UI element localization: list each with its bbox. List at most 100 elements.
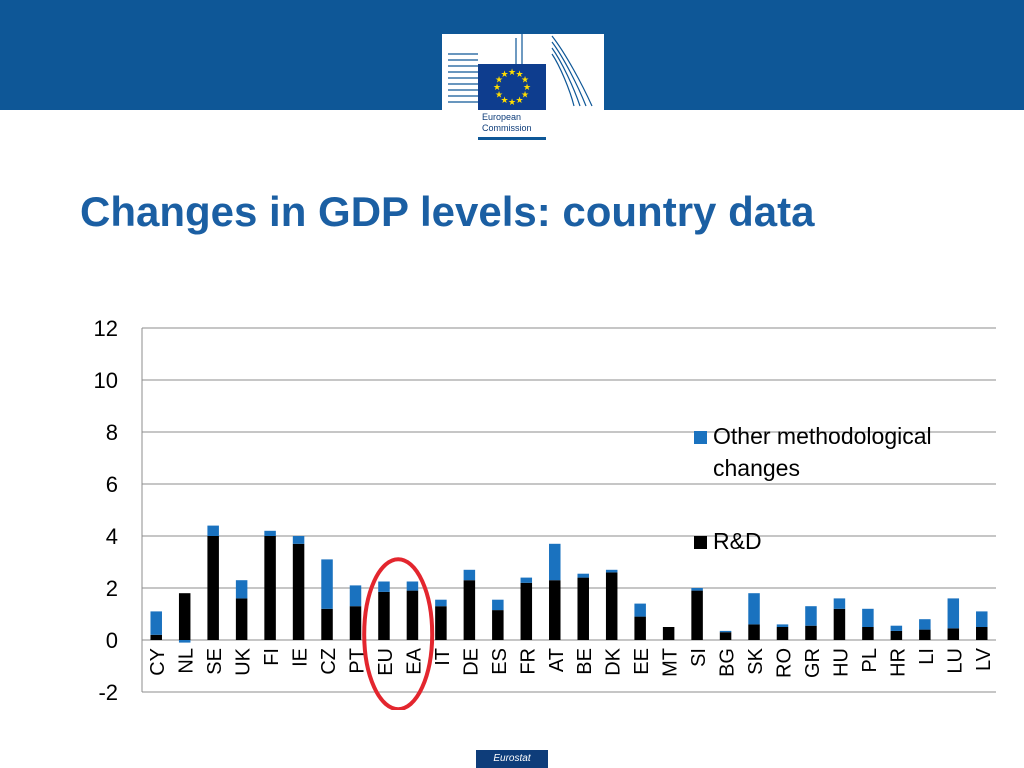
bar-other-lu: [947, 598, 960, 629]
bar-rd-it: [435, 606, 447, 640]
y-tick-label: 6: [106, 472, 118, 497]
eu-star-icon: ★: [493, 82, 501, 92]
bar-other-bg: [719, 630, 732, 633]
bar-rd-uk: [235, 598, 248, 640]
eu-star-icon: ★: [515, 69, 523, 79]
bar-other-it: [435, 599, 447, 607]
x-tick-label-gr: GR: [802, 648, 824, 678]
y-tick-label: 2: [106, 576, 118, 601]
bar-rd-cz: [321, 608, 333, 640]
bar-other-pl: [862, 608, 874, 627]
bar-other-dk: [605, 569, 618, 573]
bar-other-be: [577, 573, 589, 578]
bar-rd-ea: [406, 590, 419, 640]
bar-other-hu: [833, 598, 846, 609]
x-tick-label-bg: BG: [717, 648, 739, 677]
y-tick-label: -2: [98, 680, 118, 705]
y-tick-label: 10: [94, 368, 118, 393]
logo-line-commission: Commission: [482, 123, 532, 133]
x-tick-label-sk: SK: [745, 647, 767, 674]
x-tick-label-lv: LV: [973, 647, 995, 671]
x-tick-label-fi: FI: [261, 648, 283, 666]
x-tick-label-fr: FR: [517, 648, 539, 675]
commission-logo: ★ ★ ★ ★ ★ ★ ★ ★ ★ ★ ★ ★: [442, 34, 604, 146]
x-tick-label-lu: LU: [944, 648, 966, 674]
x-tick-label-cz: CZ: [318, 648, 340, 675]
bar-rd-mt: [662, 627, 675, 640]
legend-label-0: changes: [713, 455, 800, 481]
eu-star-icon: ★: [500, 95, 508, 105]
bar-rd-fi: [264, 536, 276, 640]
bar-rd-be: [577, 577, 589, 640]
chart-gridlines: [142, 327, 996, 693]
bar-other-uk: [235, 580, 248, 599]
x-tick-label-ee: EE: [631, 648, 653, 675]
x-tick-label-at: AT: [546, 648, 568, 672]
bar-other-ea: [406, 581, 419, 591]
gdp-bar-chart: -2 0 2 4 6 8 10 12 CY NL SE UK FI IE CZ PT EU EA IT DE ES FR…: [94, 316, 996, 710]
bar-rd-bg: [719, 632, 732, 640]
bar-other-ee: [634, 603, 646, 617]
chart-bars: [150, 525, 988, 643]
eu-star-icon: ★: [515, 95, 523, 105]
x-tick-label-cy: CY: [147, 648, 169, 676]
bar-other-se: [207, 525, 219, 536]
bar-rd-ie: [292, 543, 305, 640]
eu-star-icon: ★: [495, 75, 503, 85]
bar-other-es: [492, 599, 504, 611]
legend-swatch-1: [694, 536, 707, 549]
bar-other-cz: [321, 559, 333, 609]
bar-rd-pt: [349, 606, 362, 640]
chart-y-axis: -2 0 2 4 6 8 10 12: [94, 316, 143, 705]
x-tick-label-be: BE: [574, 648, 596, 675]
bar-rd-hu: [833, 608, 846, 640]
bar-other-hr: [890, 625, 903, 631]
x-tick-label-eu: EU: [375, 648, 397, 676]
legend-label-0: Other methodological: [713, 423, 932, 449]
eu-star-icon: ★: [495, 90, 503, 100]
y-tick-label: 12: [94, 316, 118, 341]
bar-rd-nl: [178, 593, 191, 640]
x-tick-label-pt: PT: [347, 648, 369, 674]
bar-rd-hr: [890, 630, 903, 640]
bar-rd-cy: [150, 634, 162, 640]
bar-other-ie: [292, 536, 305, 544]
eu-star-icon: ★: [523, 82, 531, 92]
bar-rd-li: [919, 629, 931, 640]
logo-wordmark: European Commission: [482, 112, 532, 134]
x-tick-label-mt: MT: [660, 648, 682, 677]
x-tick-label-ea: EA: [403, 647, 425, 674]
bar-other-sk: [748, 593, 760, 625]
bar-rd-sk: [748, 624, 760, 640]
building-logo-icon: ★ ★★★★★★★★★★★: [448, 34, 593, 110]
legend-swatch-0: [694, 431, 707, 444]
bar-rd-ro: [776, 627, 789, 640]
bar-rd-de: [463, 580, 476, 640]
bar-rd-lu: [947, 628, 960, 640]
x-tick-label-hu: HU: [830, 648, 852, 677]
x-tick-label-hr: HR: [887, 648, 909, 677]
footer-eurostat-badge: Eurostat: [476, 750, 548, 768]
logo-underline: [478, 137, 546, 140]
bar-other-pt: [349, 585, 362, 607]
eu-star-icon: ★: [500, 69, 508, 79]
bar-rd-lv: [976, 627, 988, 640]
bar-rd-si: [691, 590, 703, 640]
bar-other-fi: [264, 530, 276, 536]
bar-other-fr: [520, 577, 533, 583]
x-tick-label-es: ES: [489, 648, 511, 675]
x-tick-label-nl: NL: [176, 648, 198, 674]
bar-other-lv: [976, 611, 988, 627]
bar-rd-eu: [378, 591, 390, 640]
bar-rd-se: [207, 536, 219, 640]
y-tick-label: 8: [106, 420, 118, 445]
bar-other-de: [463, 569, 476, 581]
bar-other-gr: [805, 606, 817, 626]
bar-other-si: [691, 588, 703, 591]
bar-rd-es: [492, 610, 504, 640]
x-tick-label-ro: RO: [774, 648, 796, 678]
x-tick-label-se: SE: [204, 648, 226, 675]
legend-label-1: R&D: [713, 528, 762, 554]
logo-line-european: European: [482, 112, 522, 122]
bar-other-ro: [776, 624, 789, 627]
